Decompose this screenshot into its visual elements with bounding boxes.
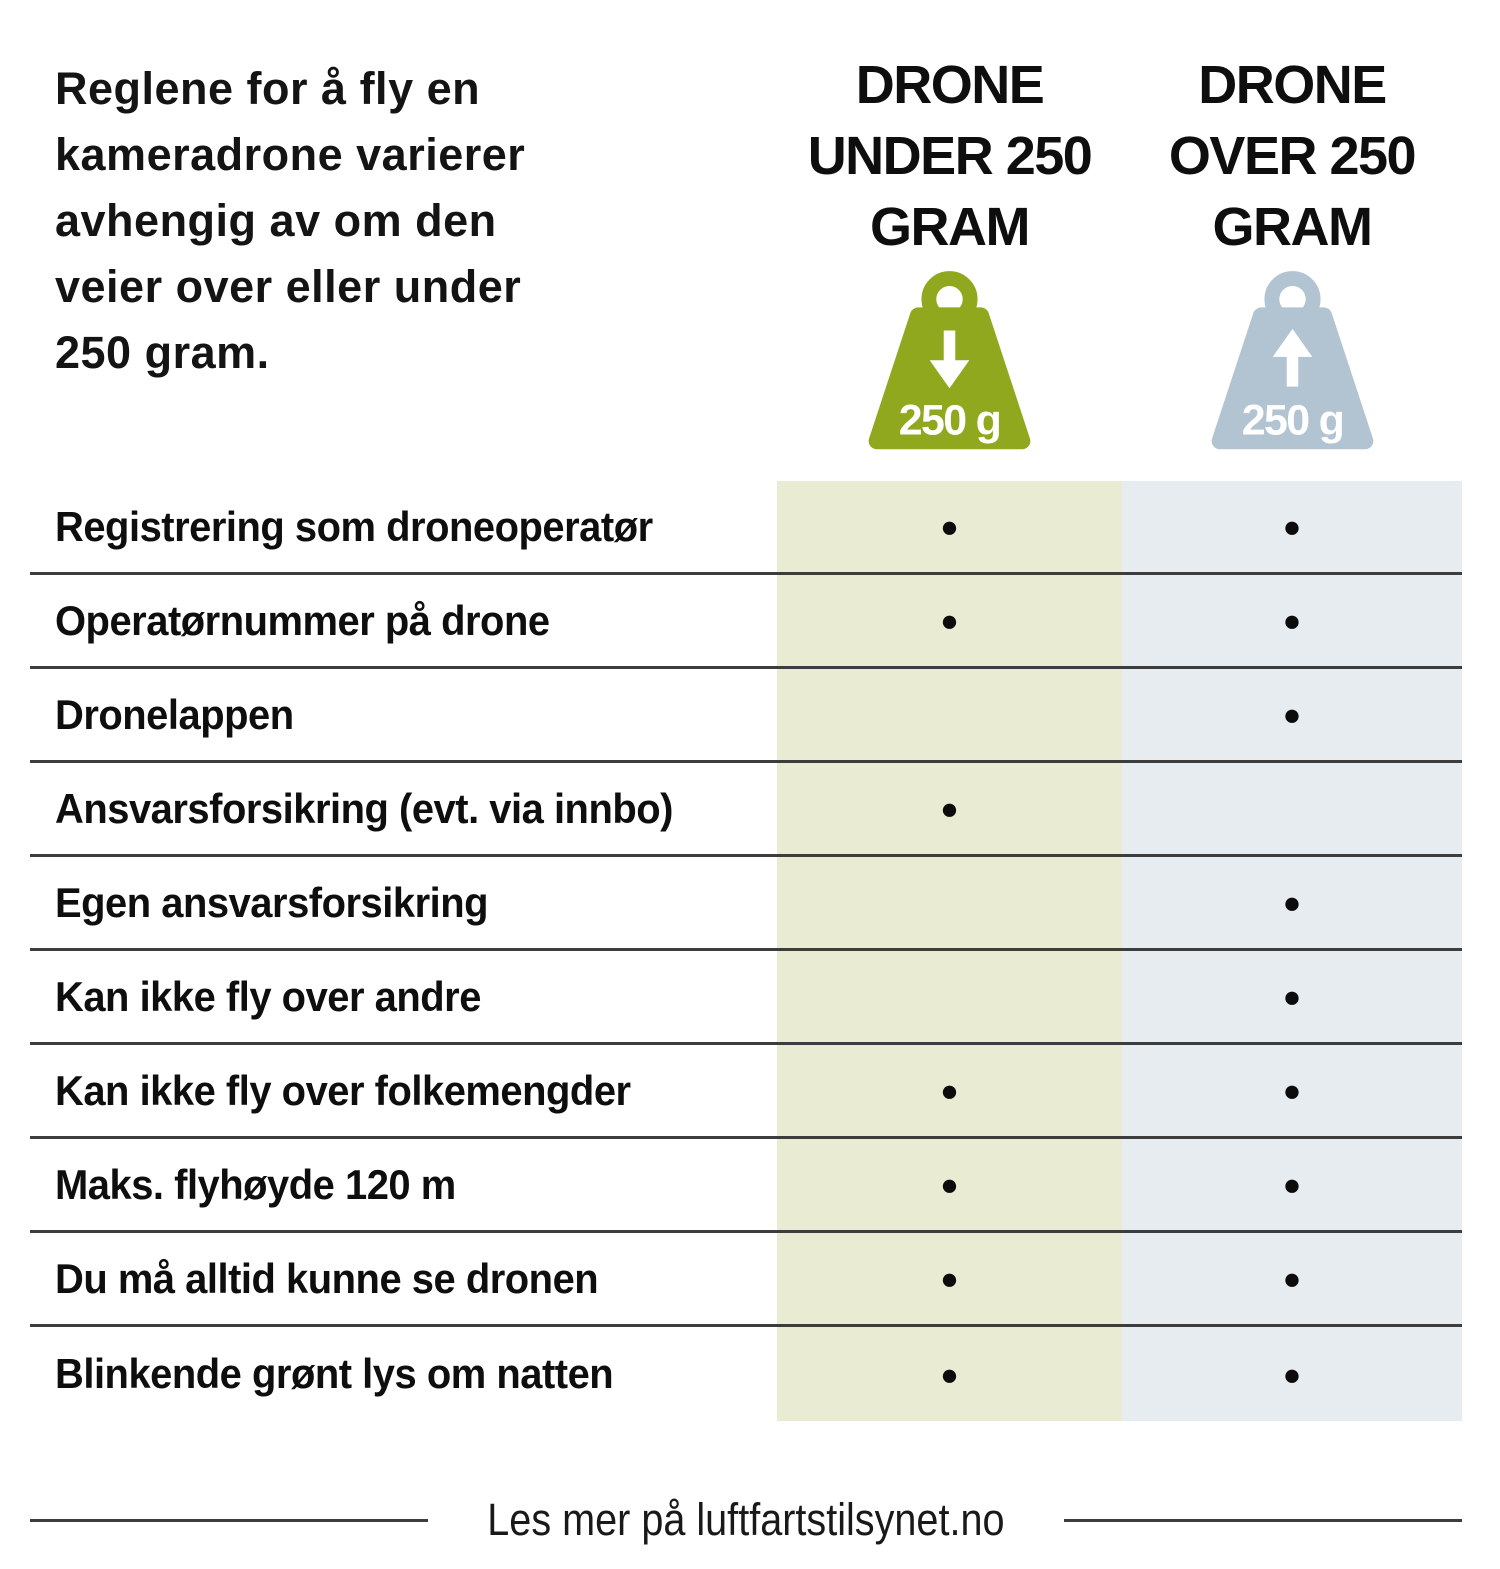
cell-under-250: ● bbox=[777, 1359, 1122, 1390]
cell-over-250: ● bbox=[1122, 887, 1462, 918]
cell-over-250: ● bbox=[1122, 1263, 1462, 1294]
intro-line: avhengig av om den bbox=[55, 195, 497, 246]
column-title-line: GRAM bbox=[1212, 197, 1373, 257]
dot-marker: ● bbox=[940, 1167, 959, 1202]
cell-over-250: ● bbox=[1122, 1359, 1462, 1390]
column-header-over-250: DRONE OVER 250 GRAM 250 g bbox=[1122, 50, 1462, 461]
dot-marker: ● bbox=[940, 1356, 959, 1392]
intro-line: 250 gram. bbox=[55, 327, 270, 378]
rule-label: Dronelappen bbox=[55, 690, 294, 738]
table-row: Kan ikke fly over folkemengder ● ● bbox=[30, 1045, 1462, 1139]
footer-text: Les mer på luftfartstilsynet.no bbox=[487, 1494, 1005, 1545]
cell-under-250: ● bbox=[777, 1169, 1122, 1200]
cell-over-250: ● bbox=[1122, 1169, 1462, 1200]
rule-label: Maks. flyhøyde 120 m bbox=[55, 1160, 456, 1208]
dot-marker: ● bbox=[1282, 885, 1302, 920]
footer: Les mer på luftfartstilsynet.no bbox=[30, 1494, 1462, 1546]
rule-label: Operatørnummer på drone bbox=[55, 596, 550, 644]
dot-marker: ● bbox=[1282, 697, 1302, 732]
table-row: Registrering som droneoperatør ● ● bbox=[30, 481, 1462, 575]
column-title-line: DRONE bbox=[1198, 55, 1387, 115]
column-title-line: GRAM bbox=[870, 197, 1030, 257]
rule-label: Blinkende grønt lys om natten bbox=[55, 1350, 614, 1397]
table-row: Ansvarsforsikring (evt. via innbo) ● bbox=[30, 763, 1462, 857]
comparison-table: Registrering som droneoperatør ● ● Opera… bbox=[30, 481, 1462, 1421]
dot-marker: ● bbox=[1282, 1261, 1302, 1296]
cell-under-250: ● bbox=[777, 605, 1122, 636]
intro-line: kameradrone varierer bbox=[55, 129, 526, 180]
table-row: Blinkende grønt lys om natten ● ● bbox=[30, 1327, 1462, 1421]
band-over-250 bbox=[1122, 481, 1462, 1421]
dot-marker: ● bbox=[940, 1073, 959, 1108]
cell-under-250: ● bbox=[777, 1263, 1122, 1294]
dot-marker: ● bbox=[940, 791, 959, 826]
arrow-up-glyph bbox=[1272, 328, 1312, 387]
rule-label: Kan ikke fly over folkemengder bbox=[55, 1066, 631, 1114]
rule-label: Ansvarsforsikring (evt. via innbo) bbox=[55, 784, 673, 832]
weight-up-icon: 250 g bbox=[1211, 271, 1373, 450]
arrow-down-glyph bbox=[929, 330, 970, 389]
table-row: Dronelappen ● bbox=[30, 669, 1462, 763]
column-title-line: DRONE bbox=[855, 55, 1045, 115]
table-row: Maks. flyhøyde 120 m ● ● bbox=[30, 1139, 1462, 1233]
cell-under-250: ● bbox=[777, 511, 1122, 542]
cell-under-250: ● bbox=[777, 793, 1122, 824]
rule-label: Registrering som droneoperatør bbox=[55, 502, 653, 550]
dot-marker: ● bbox=[940, 603, 959, 638]
footer-rule-left bbox=[30, 1518, 429, 1522]
dot-marker: ● bbox=[1282, 979, 1302, 1014]
footer-rule-right bbox=[1063, 1518, 1462, 1522]
cell-over-250: ● bbox=[1122, 511, 1462, 542]
weight-down-icon: 250 g bbox=[868, 271, 1031, 450]
intro-text: Reglene for å fly en kameradrone variere… bbox=[55, 56, 745, 386]
rule-label: Du må alltid kunne se dronen bbox=[55, 1254, 599, 1302]
dot-marker: ● bbox=[1282, 1356, 1302, 1392]
table-row: Egen ansvarsforsikring ● bbox=[30, 857, 1462, 951]
rule-label: Egen ansvarsforsikring bbox=[55, 878, 489, 926]
band-under-250 bbox=[777, 481, 1122, 1421]
column-title-line: OVER 250 bbox=[1168, 126, 1417, 186]
rule-label: Kan ikke fly over andre bbox=[55, 972, 481, 1020]
column-title-line: UNDER 250 bbox=[807, 126, 1093, 186]
intro-line: Reglene for å fly en bbox=[55, 63, 481, 114]
cell-over-250: ● bbox=[1122, 605, 1462, 636]
column-header-under-250: DRONE UNDER 250 GRAM 250 g bbox=[777, 50, 1122, 461]
table-row: Kan ikke fly over andre ● bbox=[30, 951, 1462, 1045]
cell-under-250: ● bbox=[777, 1075, 1122, 1106]
cell-over-250: ● bbox=[1122, 699, 1462, 730]
dot-marker: ● bbox=[1282, 1073, 1302, 1108]
intro-line: veier over eller under bbox=[55, 261, 522, 312]
dot-marker: ● bbox=[940, 1261, 959, 1296]
dot-marker: ● bbox=[1282, 509, 1302, 544]
dot-marker: ● bbox=[1282, 603, 1302, 638]
dot-marker: ● bbox=[1282, 1167, 1302, 1202]
table-row: Du må alltid kunne se dronen ● ● bbox=[30, 1233, 1462, 1327]
table-row: Operatørnummer på drone ● ● bbox=[30, 575, 1462, 669]
cell-over-250: ● bbox=[1122, 981, 1462, 1012]
dot-marker: ● bbox=[940, 509, 959, 544]
weight-value-label: 250 g bbox=[1241, 396, 1342, 444]
cell-over-250: ● bbox=[1122, 1075, 1462, 1106]
weight-value-label: 250 g bbox=[899, 396, 1000, 444]
